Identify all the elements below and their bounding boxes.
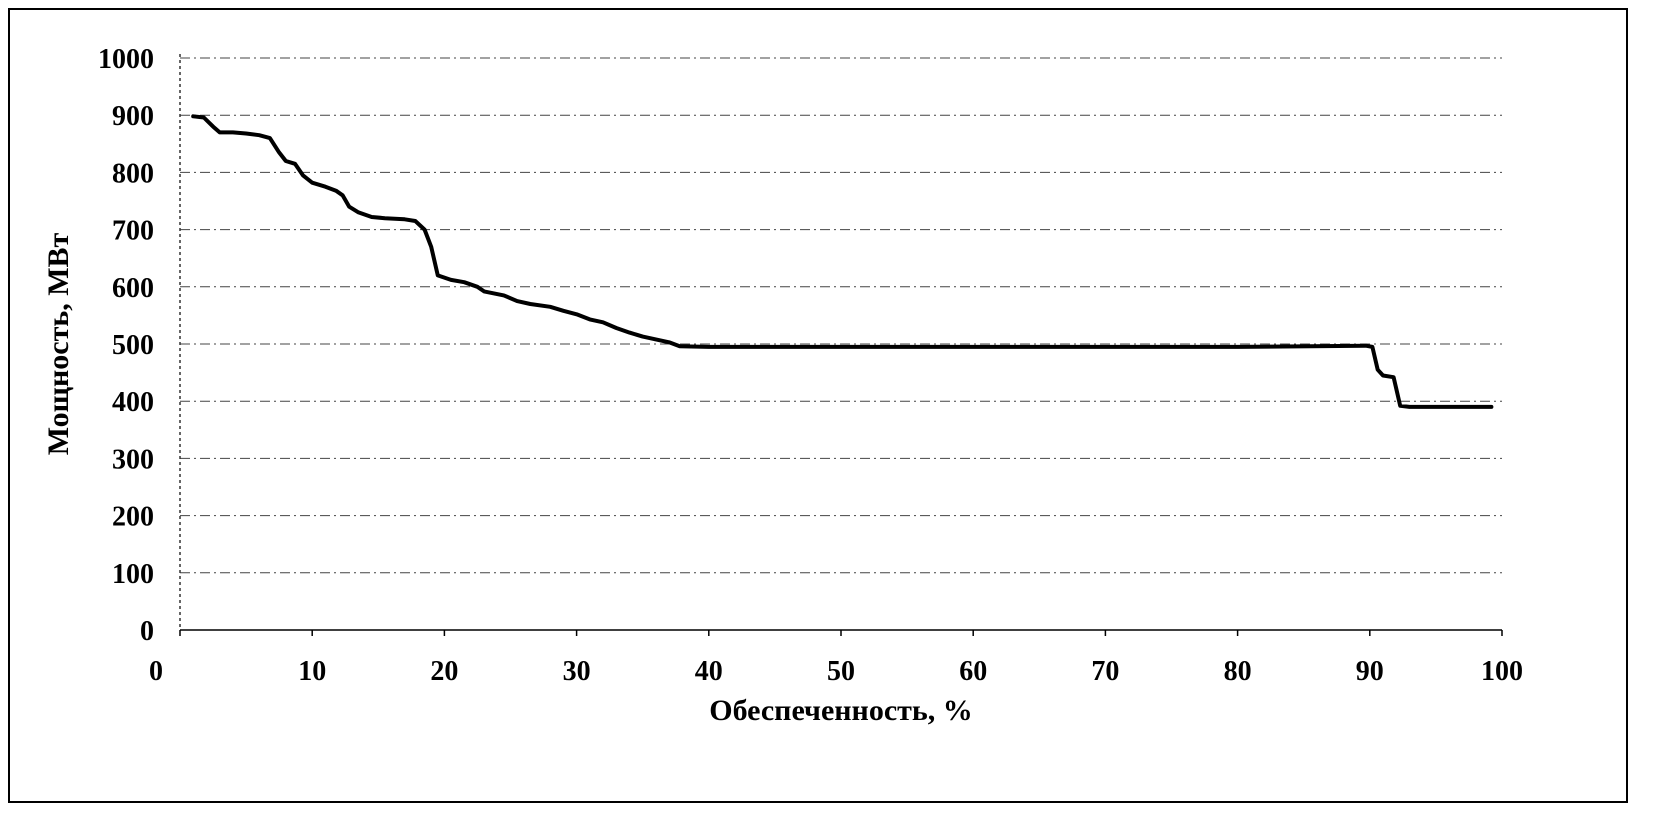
x-tick-label: 70 (1091, 656, 1119, 687)
x-axis-title: Обеспеченность, % (709, 694, 973, 727)
x-tick-labels: 0 10 20 30 40 50 60 70 80 90 100 (149, 656, 1523, 687)
series-group (191, 114, 1494, 409)
y-tick-label: 900 (112, 101, 154, 132)
x-tick-label: 30 (563, 656, 591, 687)
y-tick-label: 400 (112, 387, 154, 418)
y-tick-label: 0 (140, 616, 154, 647)
series-line (191, 114, 1494, 409)
x-tick-label: 40 (695, 656, 723, 687)
y-tick-labels: 0 100 200 300 400 500 600 700 800 900 1000 (98, 44, 154, 647)
y-tick-label: 1000 (98, 44, 154, 75)
x-tick-label: 100 (1481, 656, 1523, 687)
x-tick-label: 60 (959, 656, 987, 687)
y-axis-title: Мощность, МВт (42, 232, 75, 455)
x-tick-label: 10 (298, 656, 326, 687)
x-tick-label: 0 (149, 656, 163, 687)
x-tick-label: 50 (827, 656, 855, 687)
chart-frame (8, 8, 1628, 803)
grid-lines (180, 57, 1502, 574)
y-tick-label: 600 (112, 273, 154, 304)
x-tick-label: 20 (430, 656, 458, 687)
y-tick-label: 100 (112, 559, 154, 590)
x-tick-label: 80 (1224, 656, 1252, 687)
y-tick-label: 200 (112, 502, 154, 533)
axes (179, 54, 1503, 636)
y-tick-label: 300 (112, 444, 154, 475)
x-tick-label: 90 (1356, 656, 1384, 687)
y-tick-label: 700 (112, 216, 154, 247)
y-tick-label: 500 (112, 330, 154, 361)
y-tick-label: 800 (112, 158, 154, 189)
